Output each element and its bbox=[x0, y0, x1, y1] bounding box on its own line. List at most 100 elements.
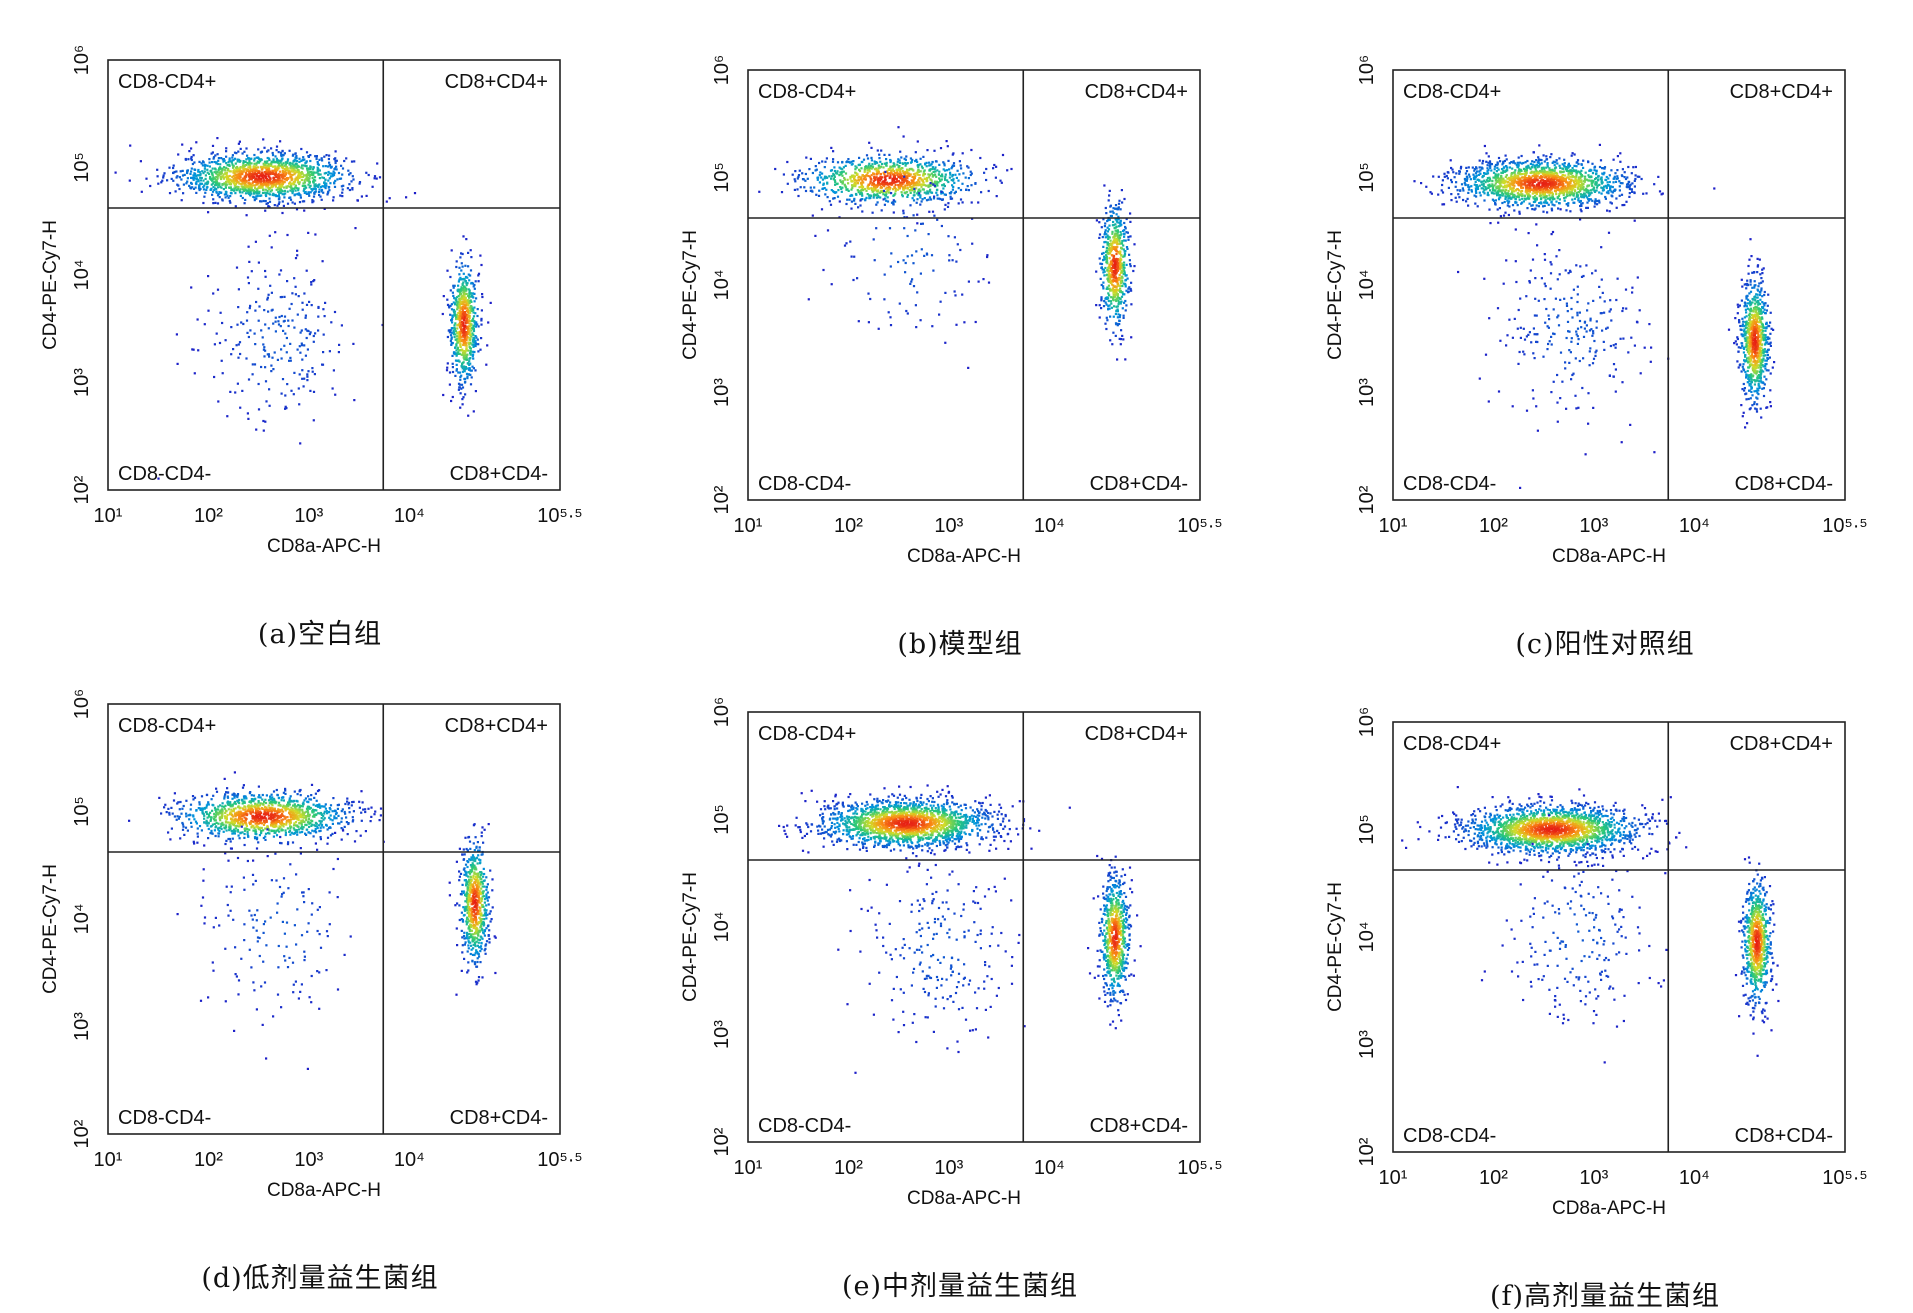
event-dot bbox=[246, 320, 248, 322]
event-dot bbox=[311, 199, 313, 201]
event-dot bbox=[281, 166, 283, 168]
event-dot bbox=[808, 168, 810, 170]
event-dot bbox=[217, 186, 219, 188]
y-tick-label: 10² bbox=[71, 475, 93, 504]
event-dot bbox=[462, 306, 464, 308]
event-dot bbox=[1121, 242, 1123, 244]
event-dot bbox=[249, 163, 251, 165]
event-dot bbox=[1128, 291, 1130, 293]
event-dot bbox=[845, 172, 847, 174]
event-dot bbox=[189, 187, 191, 189]
event-dot bbox=[292, 174, 294, 176]
event-dot bbox=[278, 198, 280, 200]
event-dot bbox=[881, 163, 883, 165]
event-dot bbox=[1532, 204, 1534, 206]
event-dot bbox=[923, 255, 925, 257]
event-dot bbox=[872, 188, 874, 190]
event-dot bbox=[231, 157, 233, 159]
event-dot bbox=[995, 177, 997, 179]
x-tick-label: 10⁴ bbox=[394, 505, 425, 527]
event-dot bbox=[267, 181, 269, 183]
event-dot bbox=[212, 182, 214, 184]
event-dot bbox=[954, 192, 956, 194]
event-dot bbox=[263, 179, 265, 181]
event-dot bbox=[462, 295, 464, 297]
event-dot bbox=[282, 162, 284, 164]
event-dot bbox=[949, 192, 951, 194]
event-dot bbox=[929, 196, 931, 198]
event-dot bbox=[1099, 233, 1101, 235]
event-dot bbox=[239, 141, 241, 143]
event-dot bbox=[232, 348, 234, 350]
event-dot bbox=[269, 193, 271, 195]
event-dot bbox=[242, 162, 244, 164]
event-dot bbox=[478, 280, 480, 282]
event-dot bbox=[255, 241, 257, 243]
event-dot bbox=[303, 344, 305, 346]
event-dot bbox=[888, 168, 890, 170]
event-dot bbox=[281, 315, 283, 317]
event-dot bbox=[940, 147, 942, 149]
event-dot bbox=[306, 373, 308, 375]
event-dot bbox=[838, 174, 840, 176]
event-dot bbox=[469, 309, 471, 311]
event-dot bbox=[310, 331, 312, 333]
event-dot bbox=[1115, 300, 1117, 302]
event-dot bbox=[246, 162, 248, 164]
event-dot bbox=[1102, 282, 1104, 284]
data-points bbox=[758, 126, 1135, 369]
event-dot bbox=[863, 178, 865, 180]
event-dot bbox=[1121, 240, 1123, 242]
event-dot bbox=[458, 389, 460, 391]
event-dot bbox=[348, 183, 350, 185]
event-dot bbox=[256, 175, 258, 177]
event-dot bbox=[944, 204, 946, 206]
event-dot bbox=[201, 162, 203, 164]
event-dot bbox=[470, 354, 472, 356]
event-dot bbox=[1122, 338, 1124, 340]
event-dot bbox=[286, 383, 288, 385]
event-dot bbox=[237, 186, 239, 188]
event-dot bbox=[867, 166, 869, 168]
event-dot bbox=[293, 167, 295, 169]
event-dot bbox=[247, 412, 249, 414]
event-dot bbox=[328, 162, 330, 164]
event-dot bbox=[288, 325, 290, 327]
event-dot bbox=[308, 301, 310, 303]
event-dot bbox=[460, 278, 462, 280]
event-dot bbox=[240, 166, 242, 168]
event-dot bbox=[844, 179, 846, 181]
event-dot bbox=[241, 191, 243, 193]
event-dot bbox=[941, 191, 943, 193]
event-dot bbox=[299, 194, 301, 196]
event-dot bbox=[245, 192, 247, 194]
event-dot bbox=[225, 196, 227, 198]
event-dot bbox=[1120, 224, 1122, 226]
event-dot bbox=[265, 200, 267, 202]
event-dot bbox=[321, 157, 323, 159]
event-dot bbox=[1110, 215, 1112, 217]
event-dot bbox=[859, 199, 861, 201]
event-dot bbox=[842, 180, 844, 182]
event-dot bbox=[940, 175, 942, 177]
event-dot bbox=[240, 176, 242, 178]
event-dot bbox=[340, 178, 342, 180]
event-dot bbox=[951, 166, 953, 168]
event-dot bbox=[312, 371, 314, 373]
event-dot bbox=[975, 321, 977, 323]
event-dot bbox=[938, 171, 940, 173]
event-dot bbox=[962, 172, 964, 174]
event-dot bbox=[242, 197, 244, 199]
event-dot bbox=[330, 166, 332, 168]
event-dot bbox=[115, 172, 117, 174]
event-dot bbox=[281, 174, 283, 176]
event-dot bbox=[856, 277, 858, 279]
event-dot bbox=[880, 186, 882, 188]
event-dot bbox=[879, 192, 881, 194]
event-dot bbox=[460, 269, 462, 271]
event-dot bbox=[473, 330, 475, 332]
event-dot bbox=[861, 189, 863, 191]
event-dot bbox=[1119, 264, 1121, 266]
event-dot bbox=[921, 200, 923, 202]
